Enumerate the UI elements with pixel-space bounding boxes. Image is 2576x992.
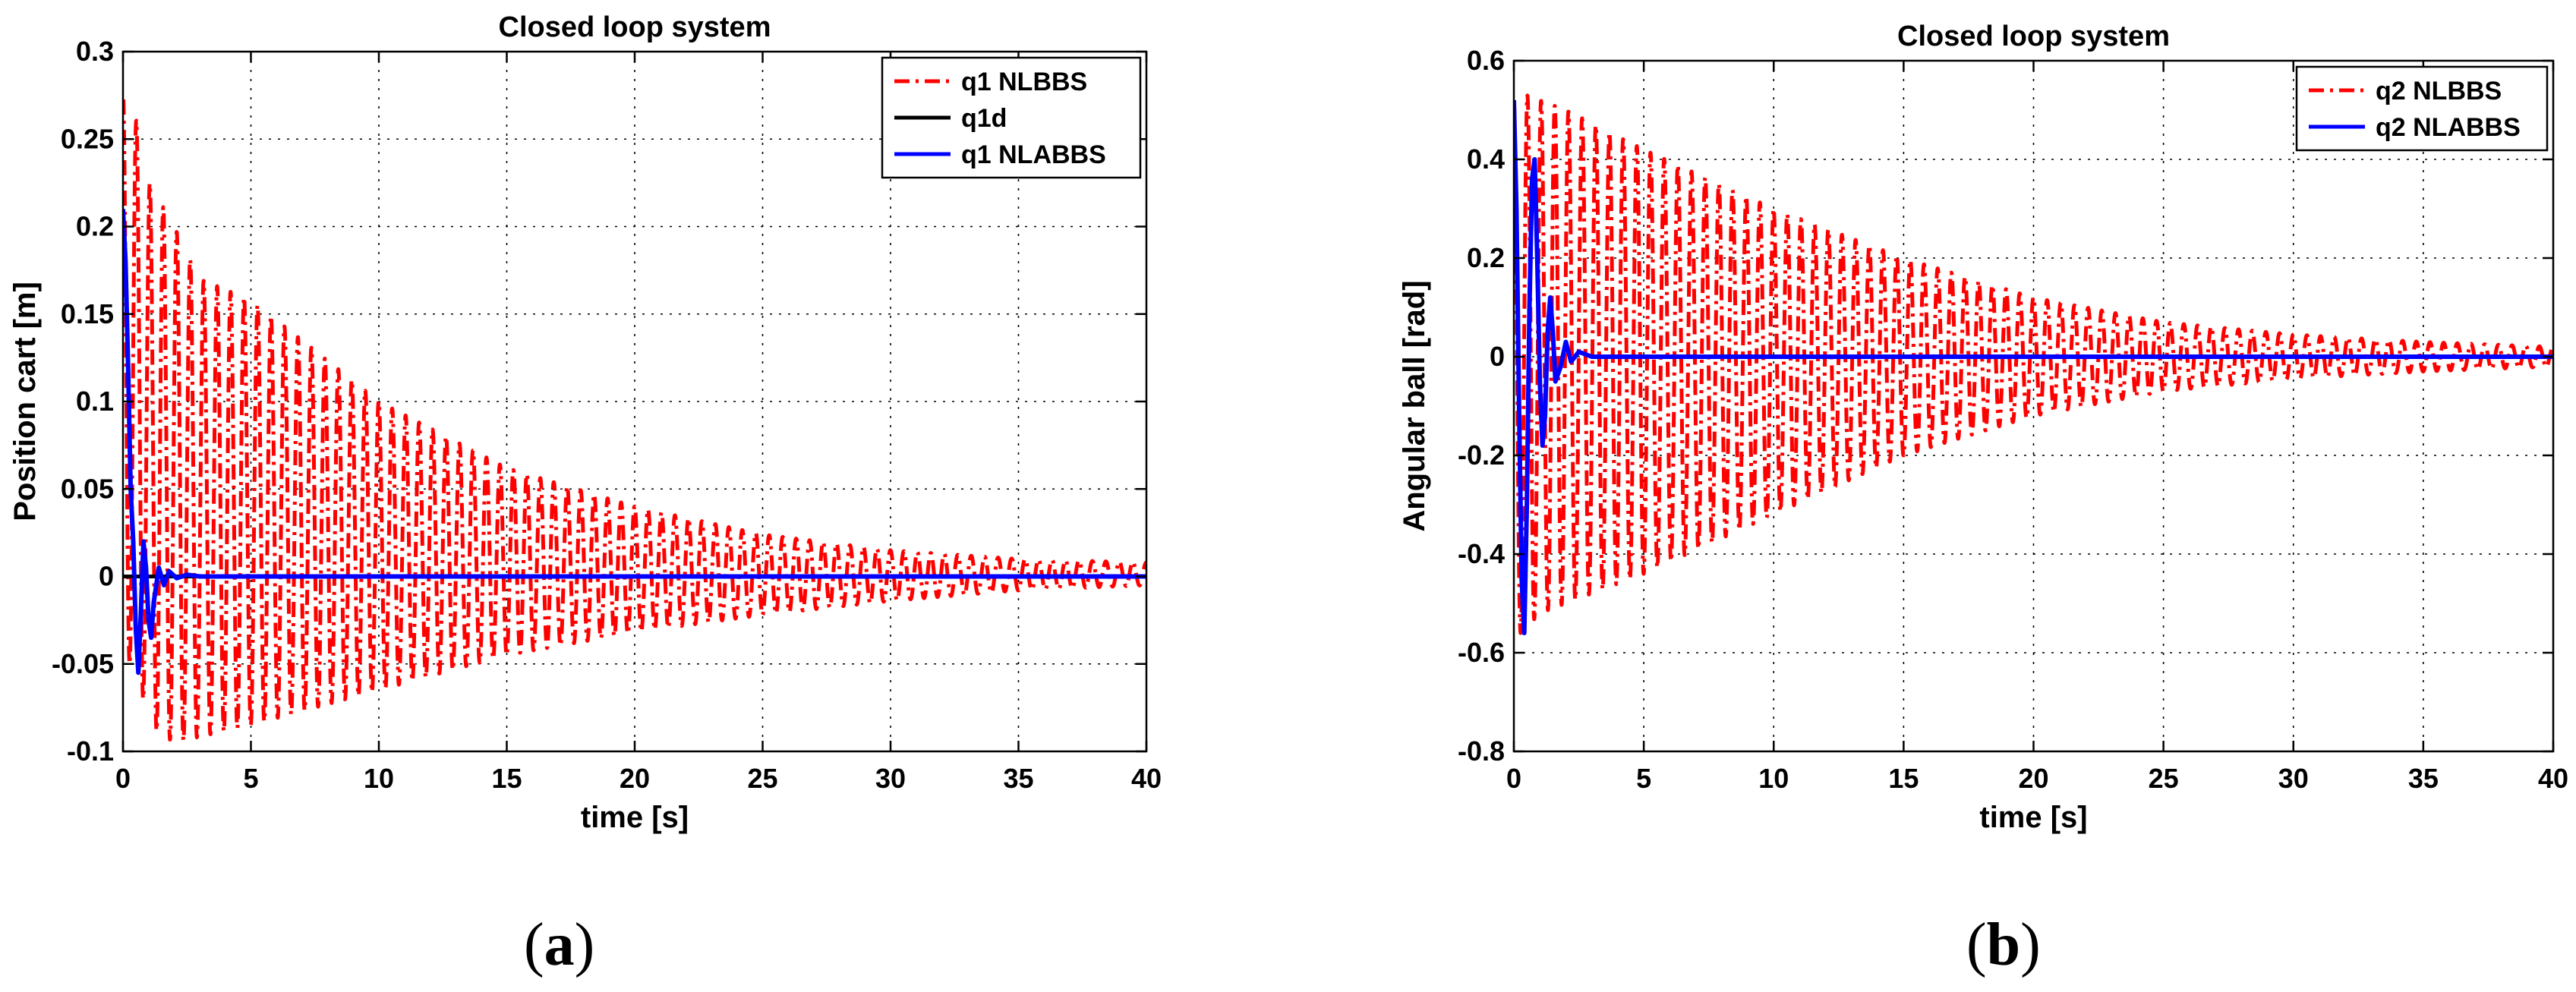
chart-b-ytick-label: 0.6 xyxy=(1467,45,1505,76)
chart-b-ytick-label: -0.2 xyxy=(1458,439,1505,471)
chart-b-xtick-label: 25 xyxy=(2149,763,2179,794)
chart-b-xtick-label: 5 xyxy=(1636,763,1651,794)
chart-a-legend-label: q1d xyxy=(961,104,1007,133)
series-q2-nlabbs xyxy=(1514,99,2553,635)
chart-a-xtick-label: 0 xyxy=(115,763,131,794)
caption-b-letter: b xyxy=(1986,912,2021,978)
series-q1-nlabbs xyxy=(123,209,1146,676)
chart-a-legend: q1 NLBBS q1d q1 NLABBS xyxy=(881,56,1142,179)
chart-a-ylabel: Position cart [m] xyxy=(8,282,42,521)
chart-b-ytick-label: -0.8 xyxy=(1458,735,1505,767)
chart-b-ytick-label: 0 xyxy=(1490,341,1505,372)
chart-b-ytick-label: 0.4 xyxy=(1467,143,1505,175)
caption-b: (b) xyxy=(1966,912,2041,978)
chart-b-xtick-label: 10 xyxy=(1758,763,1789,794)
chart-b-xtick-label: 20 xyxy=(2018,763,2048,794)
chart-a-ytick-label: 0.25 xyxy=(61,123,114,154)
chart-panel-a: 0 5 10 15 20 25 30 35 40 -0.1 -0.05 0 0.05 0.1 0.15 0.2… xyxy=(8,11,1162,834)
chart-a-legend-label: q1 NLABBS xyxy=(961,140,1106,169)
caption-a-letter: a xyxy=(544,912,575,978)
series-q1-nlbbs xyxy=(123,99,1146,743)
chart-a-legend-label: q1 NLBBS xyxy=(961,68,1087,96)
chart-a-xtick-label: 20 xyxy=(620,763,650,794)
chart-b-legend-box xyxy=(2295,65,2549,152)
chart-b-legend-label: q2 NLABBS xyxy=(2376,113,2521,142)
chart-a-xlabel: time [s] xyxy=(581,801,689,834)
chart-a-ytick-label: 0 xyxy=(99,561,114,592)
chart-b-legend: q2 NLBBS q2 NLABBS xyxy=(2295,65,2549,152)
chart-a-xtick-label: 35 xyxy=(1003,763,1033,794)
chart-a-ytick-label: 0.05 xyxy=(61,473,114,504)
chart-b-xlabel: time [s] xyxy=(1979,801,2087,834)
series-q2-nlbbs xyxy=(1514,93,2553,635)
chart-b-xtick-label: 35 xyxy=(2408,763,2439,794)
chart-b-ytick-label: -0.6 xyxy=(1458,637,1505,668)
chart-b-ytick-label: 0.2 xyxy=(1467,242,1505,273)
chart-b-ylabel: Angular ball [rad] xyxy=(1398,280,1431,531)
chart-a-xtick-label: 30 xyxy=(875,763,906,794)
chart-a-xtick-label: 25 xyxy=(747,763,777,794)
chart-b-title: Closed loop system xyxy=(1897,20,2170,52)
chart-a-xtick-label: 40 xyxy=(1131,763,1162,794)
chart-b-series-group xyxy=(1514,93,2553,635)
chart-b-legend-label: q2 NLBBS xyxy=(2376,77,2502,105)
chart-a-series-group xyxy=(123,99,1146,743)
chart-panel-b: 0 5 10 15 20 25 30 35 40 -0.8 -0.6 -0.4 -0.2 0 0.2 0.4 0… xyxy=(1398,20,2568,834)
chart-a-ytick-label: -0.05 xyxy=(52,648,114,679)
chart-b-xtick-label: 0 xyxy=(1506,763,1521,794)
chart-a-ytick-label: 0.2 xyxy=(76,211,114,242)
chart-a-ytick-label: 0.3 xyxy=(76,36,114,67)
chart-a-ytick-label: -0.1 xyxy=(67,735,114,767)
chart-b-grid xyxy=(1514,61,2553,751)
chart-a-ytick-label: 0.15 xyxy=(61,298,114,329)
chart-b-xtick-label: 15 xyxy=(1888,763,1919,794)
chart-a-xtick-label: 5 xyxy=(243,763,258,794)
chart-a-xtick-label: 15 xyxy=(491,763,522,794)
chart-a-title: Closed loop system xyxy=(499,11,771,43)
chart-b-xtick-label: 30 xyxy=(2278,763,2309,794)
caption-a: (a) xyxy=(524,912,595,978)
chart-a-xtick-label: 10 xyxy=(364,763,394,794)
chart-a-ytick-label: 0.1 xyxy=(76,386,114,417)
chart-b-xtick-label: 40 xyxy=(2538,763,2568,794)
chart-b-ytick-label: -0.4 xyxy=(1458,538,1505,569)
